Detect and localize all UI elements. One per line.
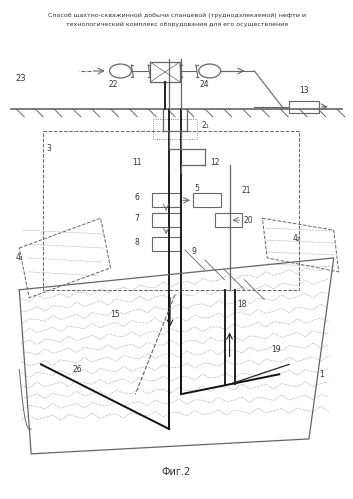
Text: технологический комплекс оборудования для его осуществления: технологический комплекс оборудования дл…: [66, 22, 287, 27]
Text: 13: 13: [299, 86, 309, 95]
Text: 9: 9: [192, 248, 197, 256]
Text: 11: 11: [132, 158, 142, 167]
Text: 21: 21: [241, 186, 251, 195]
Text: 7: 7: [134, 214, 139, 223]
Text: 3: 3: [46, 144, 51, 153]
Text: Фиг.2: Фиг.2: [162, 467, 191, 477]
Text: 1: 1: [319, 370, 324, 379]
Bar: [289, 101, 319, 113]
Text: 12: 12: [210, 158, 219, 167]
Text: 2₁: 2₁: [202, 121, 210, 130]
Bar: [43, 131, 299, 290]
Text: 6: 6: [134, 193, 139, 202]
Text: 18: 18: [238, 300, 247, 309]
Bar: [150, 62, 180, 82]
Bar: [152, 213, 180, 227]
Text: 24: 24: [200, 80, 209, 89]
Bar: [153, 119, 197, 139]
Bar: [152, 237, 180, 251]
Text: 23: 23: [15, 74, 26, 83]
Text: 8: 8: [134, 238, 139, 247]
Text: 4₂: 4₂: [293, 234, 301, 243]
Text: 19: 19: [271, 345, 281, 354]
Text: 4₁: 4₁: [15, 253, 23, 262]
Text: Способ шахтно-скважинной добычи сланцевой (труднодзлекаемой) нефти и: Способ шахтно-скважинной добычи сланцево…: [48, 13, 305, 18]
Text: 22: 22: [108, 80, 118, 89]
Text: 26: 26: [73, 365, 83, 374]
Bar: [193, 193, 221, 207]
Text: 15: 15: [110, 310, 120, 319]
Text: 5: 5: [195, 184, 200, 193]
Bar: [215, 213, 243, 227]
Bar: [152, 193, 180, 207]
Text: 20: 20: [244, 216, 253, 225]
